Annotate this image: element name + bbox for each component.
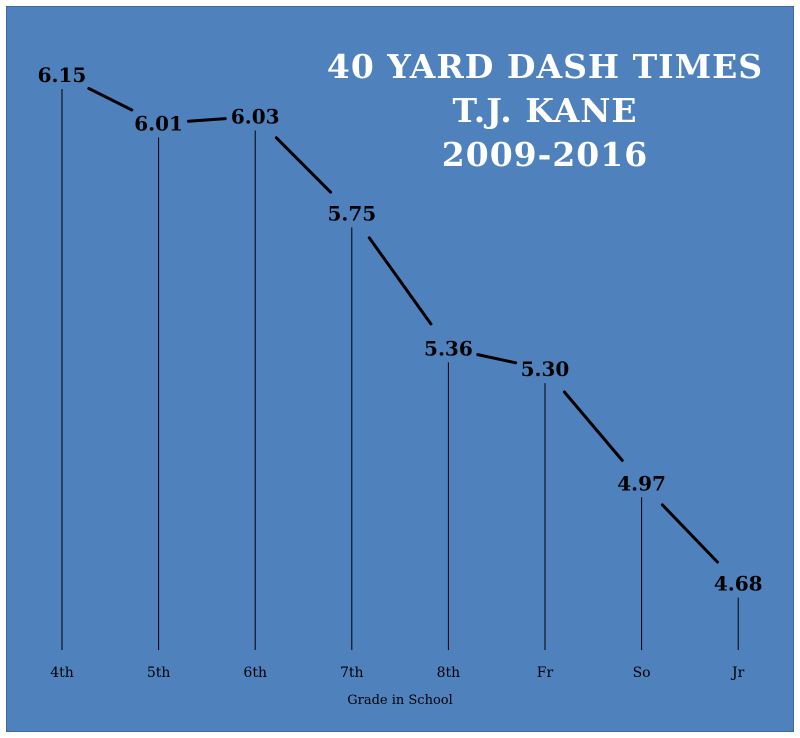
x-tick-label-8th: 8th — [437, 665, 461, 681]
data-label-5th: 6.01 — [134, 111, 183, 135]
series-segment — [562, 390, 624, 462]
x-tick-label-6th: 6th — [243, 665, 267, 681]
data-label-jr: 4.68 — [714, 572, 763, 596]
x-tick-label-jr: Jr — [730, 665, 745, 681]
series-segment — [660, 503, 719, 564]
x-tick-label-fr: Fr — [537, 665, 554, 681]
data-label-7th: 5.75 — [327, 201, 376, 225]
series-segment — [476, 353, 518, 365]
x-tick-label-5th: 5th — [147, 665, 171, 681]
series-segment — [187, 117, 227, 123]
data-label-fr: 5.30 — [521, 357, 570, 381]
x-tick-label-7th: 7th — [340, 665, 364, 681]
data-label-4th: 6.15 — [38, 63, 87, 87]
chart-panel — [6, 6, 794, 732]
data-label-8th: 5.36 — [424, 336, 473, 360]
title-line-3: 2009-2016 — [442, 135, 648, 174]
data-label-6th: 6.03 — [231, 105, 280, 129]
x-tick-label-4th: 4th — [50, 665, 74, 681]
x-tick-label-so: So — [633, 665, 651, 681]
title-line-1: 40 YARD DASH TIMES — [327, 47, 763, 86]
data-label-so: 4.97 — [617, 471, 666, 495]
series-segment — [274, 136, 333, 194]
x-axis-title: Grade in School — [347, 693, 453, 708]
chart-title: 40 YARD DASH TIMES T.J. KANE 2009-2016 — [327, 47, 763, 174]
series-segment — [367, 236, 433, 326]
title-line-2: T.J. KANE — [452, 91, 637, 130]
series-segment — [87, 86, 134, 112]
